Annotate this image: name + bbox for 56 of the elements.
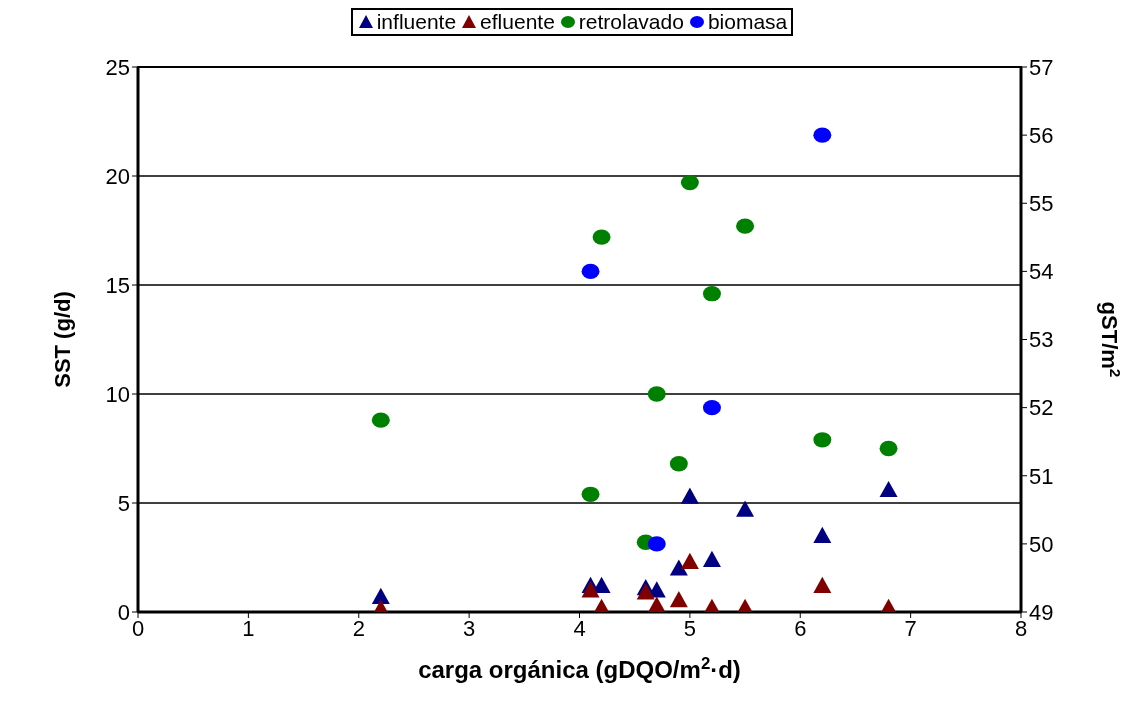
legend-label: biomasa [707, 10, 788, 34]
point [647, 596, 666, 612]
y2-tick-label: 50 [1029, 531, 1054, 557]
x-tick-label: 1 [242, 615, 255, 641]
point [879, 480, 898, 498]
y2-tick-label: 52 [1029, 395, 1054, 421]
y2-tick-label: 49 [1029, 599, 1054, 625]
point [680, 552, 699, 570]
point [702, 286, 721, 302]
point [592, 229, 611, 245]
point [669, 559, 688, 576]
y-tick-label: 5 [117, 490, 130, 516]
point [647, 536, 666, 552]
point [371, 587, 390, 604]
x-tick-label: 7 [904, 615, 917, 641]
point [736, 500, 755, 517]
legend-label: influente [376, 10, 457, 34]
x-tick-label: 4 [573, 615, 586, 641]
point [702, 399, 721, 416]
point [680, 487, 699, 504]
point [879, 440, 898, 457]
point [581, 581, 600, 598]
y-tick-label: 10 [105, 381, 130, 407]
y-axis-title: SST (g/d) [50, 291, 75, 388]
x-tick-label: 2 [352, 615, 365, 641]
legend-label: efluente [480, 10, 555, 34]
y2-tick-label: 53 [1029, 327, 1054, 353]
point [636, 583, 655, 600]
point [647, 386, 666, 402]
x-axis-title: carga orgánica (gDQO/m$^{2}$·d) [418, 653, 741, 683]
y-tick-label: 20 [105, 163, 130, 189]
x-tick-label: 6 [794, 615, 807, 641]
legend-label: retrolavado [578, 10, 684, 34]
point [813, 127, 832, 143]
y2-tick-label: 55 [1029, 191, 1054, 217]
point [813, 526, 832, 543]
point [813, 576, 832, 594]
y2-tick-label: 57 [1029, 54, 1054, 80]
y-tick-label: 15 [105, 272, 130, 298]
y-tick-label: 25 [105, 54, 130, 80]
y2-tick-label: 51 [1029, 463, 1054, 489]
y-tick-label: 0 [117, 599, 130, 625]
point [680, 174, 699, 191]
point [736, 218, 755, 234]
x-tick-label: 3 [463, 615, 476, 641]
x-tick-label: 5 [683, 615, 696, 641]
point [813, 432, 832, 448]
point [371, 412, 390, 428]
y2-tick-label: 56 [1029, 122, 1054, 148]
point [669, 456, 688, 472]
point [669, 591, 688, 608]
x-tick-label: 8 [1014, 615, 1028, 641]
point [702, 550, 721, 567]
point [581, 263, 600, 280]
y2-tick-label: 54 [1029, 259, 1054, 285]
point [581, 486, 600, 502]
